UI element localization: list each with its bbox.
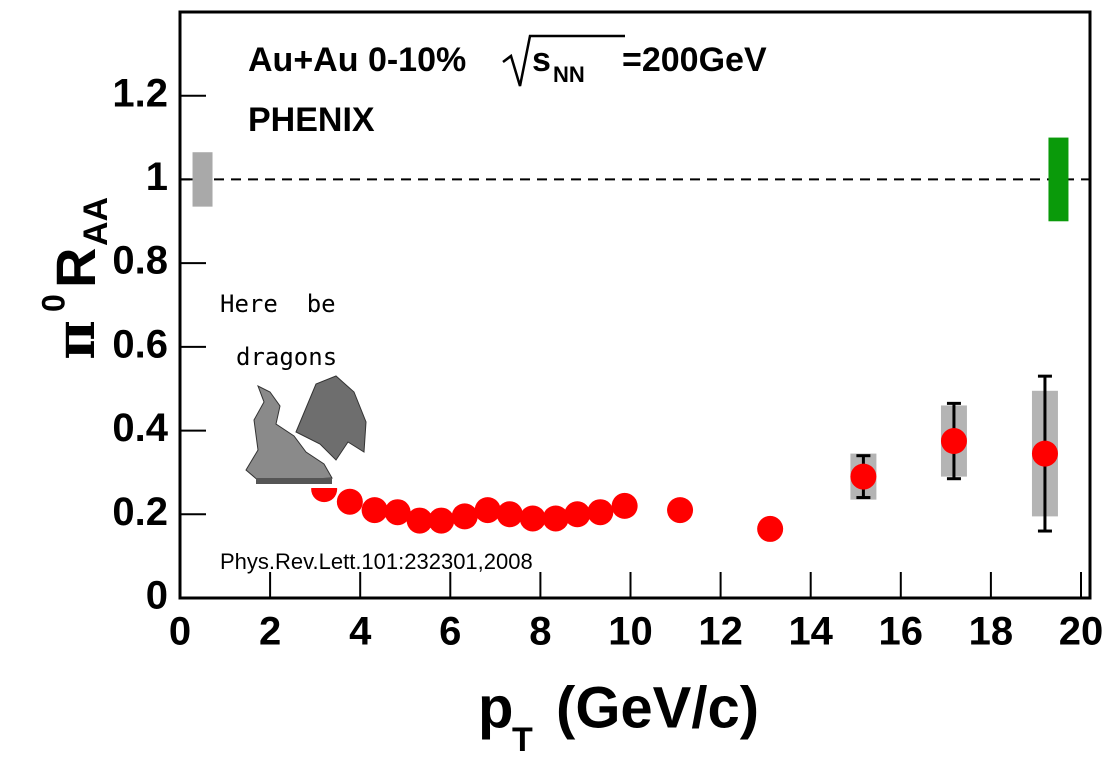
data-point [520, 505, 546, 531]
x-tick-label: 20 [1059, 610, 1104, 654]
annotation-prefix: Au+Au 0-10% [248, 41, 466, 79]
normalization-box [1048, 138, 1068, 222]
x-label-main: p [478, 675, 513, 740]
y-tick-label: 0.4 [112, 406, 168, 450]
data-point [452, 503, 478, 529]
x-axis-label: p T (GeV/c) [478, 675, 759, 759]
y-label-sup: 0 [35, 294, 71, 312]
data-point [667, 497, 693, 523]
data-point [587, 499, 613, 525]
x-tick-label: 12 [698, 610, 743, 654]
y-tick-label: 0.6 [112, 322, 168, 366]
reference-label: Phys.Rev.Lett.101:232301,2008 [220, 549, 533, 574]
data-point [428, 508, 454, 534]
data-point [564, 501, 590, 527]
annotation-suffix: =200GeV [622, 41, 767, 79]
y-label-main: R [44, 248, 107, 288]
y-axis-label: π 0 R AA [35, 197, 115, 360]
normalization-box [193, 152, 213, 206]
x-tick-label: 18 [969, 610, 1014, 654]
note-line: dragons [236, 343, 337, 371]
x-tick-label: 8 [529, 610, 551, 654]
data-point [475, 497, 501, 523]
chart: Au+Au 0-10% s NN =200GeV PHENIX Phys.Rev… [0, 0, 1108, 765]
y-tick-label: 0.2 [112, 490, 168, 534]
y-tick-label: 0 [146, 574, 168, 618]
data-point [941, 428, 967, 454]
annotation: Au+Au 0-10% s NN =200GeV [248, 36, 767, 87]
note-line: Here be [220, 290, 336, 318]
x-label-unit: (GeV/c) [556, 675, 759, 740]
data-point [362, 497, 388, 523]
data-point [850, 464, 876, 490]
x-tick-label: 4 [349, 610, 372, 654]
data-point [1032, 441, 1058, 467]
data-point [612, 493, 638, 519]
x-tick-label: 14 [788, 610, 833, 654]
dragon-base [256, 478, 332, 484]
y-label-sub: AA [77, 197, 115, 246]
experiment-label: PHENIX [248, 101, 375, 139]
annotation-root: s [532, 41, 551, 79]
data-point [757, 516, 783, 542]
y-tick-label: 0.8 [112, 239, 168, 283]
x-tick-label: 6 [439, 610, 461, 654]
x-tick-label: 2 [259, 610, 281, 654]
annotation-root-sub: NN [553, 62, 585, 87]
x-tick-label: 16 [879, 610, 924, 654]
y-tick-label: 1 [146, 155, 168, 199]
x-tick-label: 0 [169, 610, 191, 654]
y-tick-label: 1.2 [112, 71, 168, 115]
data-point [497, 501, 523, 527]
data-point [543, 505, 569, 531]
x-label-sub: T [512, 721, 533, 759]
data-point [337, 489, 363, 515]
dragon-image [236, 372, 368, 488]
y-label-symbol: π [43, 320, 107, 360]
x-tick-label: 10 [608, 610, 653, 654]
